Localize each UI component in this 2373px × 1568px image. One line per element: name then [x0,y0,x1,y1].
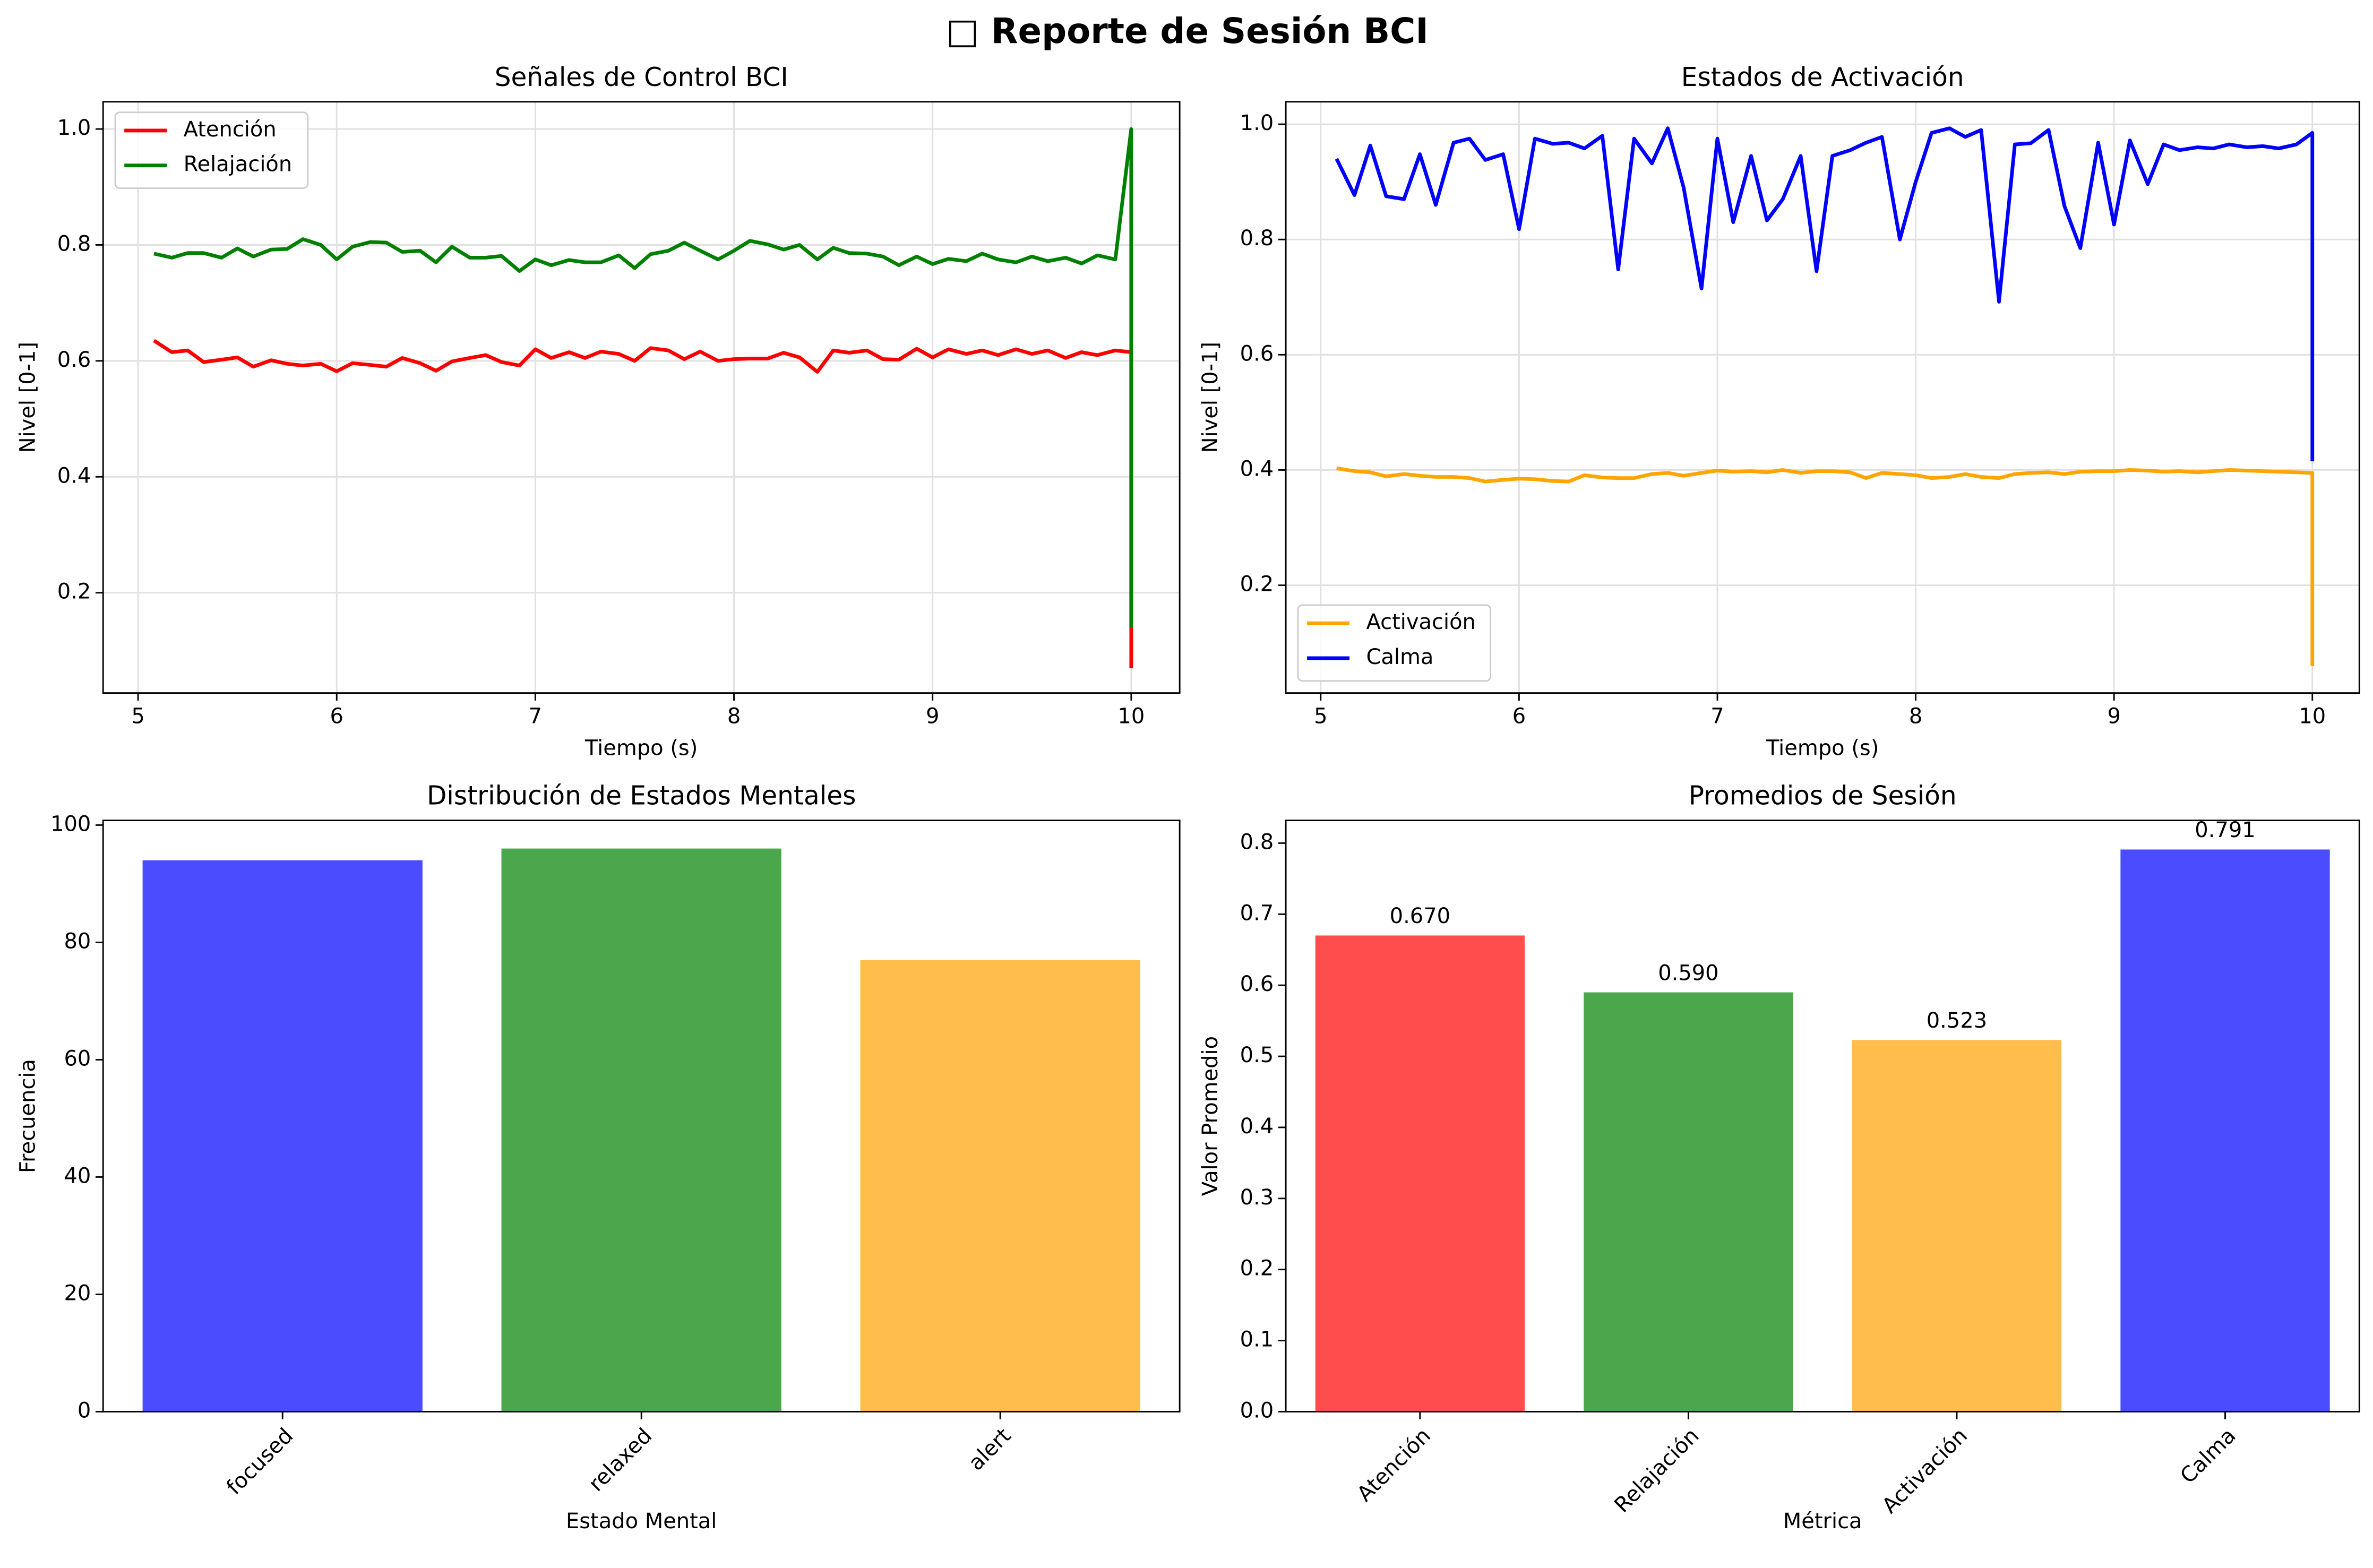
y-axis-label: Nivel [0-1] [1198,342,1223,453]
y-tick-label: 80 [64,929,91,953]
y-tick-label: 0.6 [1240,341,1274,366]
y-tick-label: 100 [50,812,91,836]
series-line [153,127,1133,628]
legend-label: Activación [1366,610,1475,634]
legend-label: Atención [184,117,277,142]
y-tick-label: 0.8 [57,231,91,256]
y-tick-label: 0.2 [1240,572,1274,597]
y-tick-label: 0.0 [1240,1398,1274,1423]
axes-title: Distribución de Estados Mentales [427,781,856,811]
x-tick-label: 10 [1117,704,1145,728]
y-tick-label: 0 [78,1398,91,1423]
y-tick-label: 0.4 [1240,1114,1274,1139]
series-line [1336,466,2315,666]
figure-title: □ Reporte de Sesión BCI [946,11,1429,51]
legend-label: Relajación [184,152,293,177]
y-tick-label: 60 [64,1046,91,1071]
y-tick-label: 0.5 [1240,1043,1274,1067]
y-tick-label: 40 [64,1164,91,1188]
x-tick-label: 10 [2299,704,2326,728]
y-axis-label: Frecuencia [15,1059,40,1173]
y-tick-label: 0.6 [57,348,91,372]
y-tick-label: 0.4 [57,463,91,488]
x-tick-label: 6 [330,704,343,728]
x-tick-label: 7 [529,704,542,728]
axes-title: Señales de Control BCI [495,63,788,92]
x-tick-label: 8 [1909,704,1922,728]
y-tick-label: 0.2 [1240,1256,1274,1281]
y-tick-label: 0.4 [1240,456,1274,481]
y-tick-label: 1.0 [1240,111,1274,135]
y-axis-label: Valor Promedio [1198,1036,1223,1196]
value-label: 0.670 [1390,904,1450,928]
y-axis-label: Nivel [0-1] [15,342,40,453]
axes-frame [102,101,1181,694]
series-line [1335,126,2315,462]
x-axis-label: Estado Mental [566,1509,717,1533]
y-tick-label: 0.7 [1240,901,1274,925]
x-tick-label: 8 [727,704,741,728]
y-tick-label: 1.0 [57,116,91,140]
y-tick-label: 0.8 [1240,830,1274,854]
y-tick-label: 0.8 [1240,226,1274,251]
value-label: 0.523 [1927,1009,1987,1033]
axes-frame [1285,820,2360,1412]
axes-frame [102,820,1181,1412]
y-tick-label: 0.1 [1240,1328,1274,1352]
x-axis-label: Métrica [1783,1509,1862,1533]
value-label: 0.791 [2195,818,2255,842]
legend-label: Calma [1366,645,1433,669]
value-label: 0.590 [1658,961,1718,985]
y-tick-label: 0.3 [1240,1185,1274,1210]
y-tick-label: 0.6 [1240,972,1274,996]
x-tick-label: 5 [131,704,144,728]
x-tick-label: 7 [1710,704,1724,728]
x-axis-label: Tiempo (s) [584,736,698,760]
axes-title: Promedios de Sesión [1689,781,1957,811]
axes-frame [1285,101,2360,694]
series-line [153,339,1133,668]
bar [1315,935,1525,1412]
axes-title: Estados de Activación [1681,63,1964,92]
x-tick-label: 9 [926,704,939,728]
bar [860,960,1140,1412]
x-tick-label: 9 [2107,704,2120,728]
bar [501,848,781,1412]
bar [1852,1040,2062,1412]
x-tick-label: 5 [1314,704,1327,728]
x-tick-label: 6 [1512,704,1526,728]
y-tick-label: 0.2 [57,580,91,604]
x-axis-label: Tiempo (s) [1766,736,1879,760]
bar [142,860,423,1412]
bar [2120,849,2330,1412]
y-tick-label: 20 [64,1281,91,1305]
bar [1584,992,1793,1412]
